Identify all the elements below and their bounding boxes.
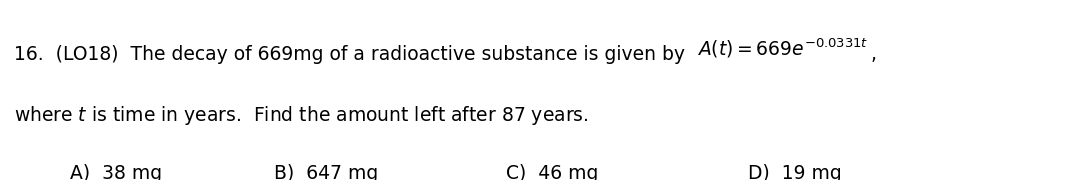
Text: C)  46 mg: C) 46 mg — [506, 164, 598, 180]
Text: ,: , — [870, 45, 877, 64]
Text: D)  19 mg: D) 19 mg — [748, 164, 841, 180]
Text: B)  647 mg: B) 647 mg — [274, 164, 379, 180]
Text: 16.  (LO18)  The decay of 669mg of a radioactive substance is given by: 16. (LO18) The decay of 669mg of a radio… — [14, 45, 685, 64]
Text: $A(t) = 669e^{-0.0331t}$: $A(t) = 669e^{-0.0331t}$ — [697, 36, 868, 60]
Text: where $t$ is time in years.  Find the amount left after 87 years.: where $t$ is time in years. Find the amo… — [14, 104, 589, 127]
Text: A)  38 mg: A) 38 mg — [70, 164, 162, 180]
